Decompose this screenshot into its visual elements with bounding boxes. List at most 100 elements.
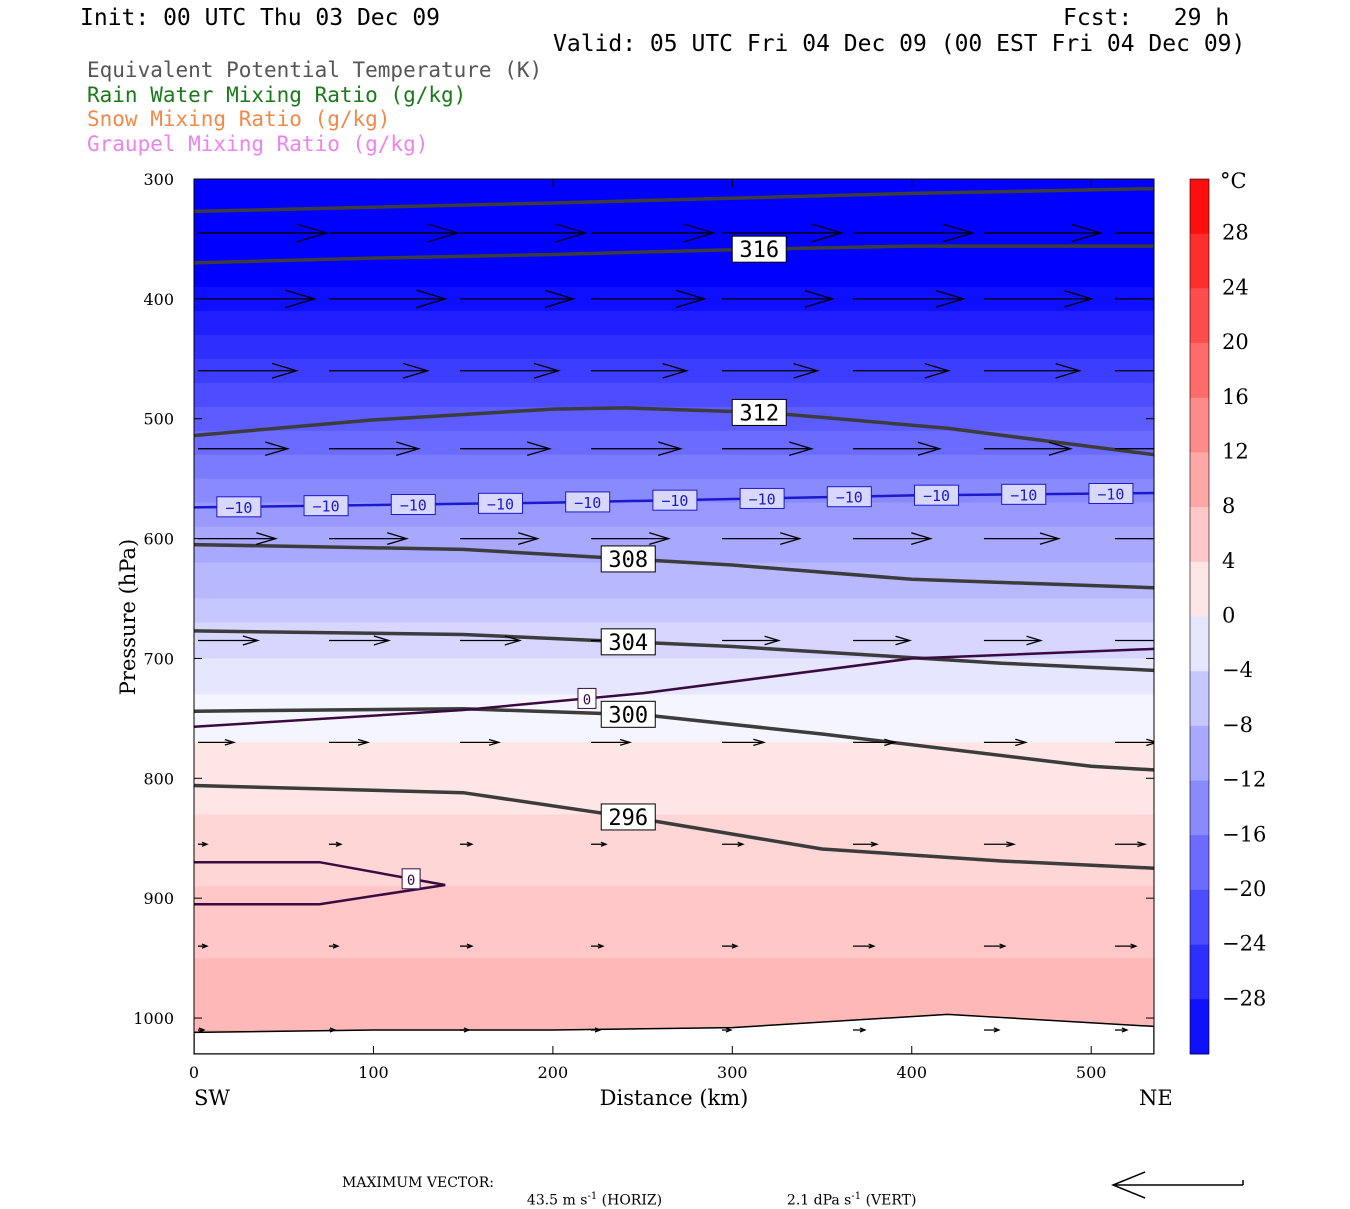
colorbar-tick-label: 4 xyxy=(1222,549,1235,573)
wind-vector-head xyxy=(1071,223,1103,243)
wind-vector-head xyxy=(725,1027,733,1033)
temperature-band xyxy=(194,694,1154,707)
temperature-band xyxy=(194,910,1154,923)
temperature-band xyxy=(194,562,1154,576)
temperature-band xyxy=(194,454,1154,468)
wind-vector-head xyxy=(555,223,588,243)
wind-vector-head xyxy=(466,841,474,847)
temperature-label: −10 xyxy=(225,499,252,517)
wind-vector-head xyxy=(999,943,1007,949)
wind-vector-head xyxy=(242,635,261,646)
wind-vector-head xyxy=(504,635,523,646)
temperature-band xyxy=(194,982,1154,995)
wind-vector-head xyxy=(789,441,814,457)
x-axis-title: Distance (km) xyxy=(600,1086,749,1110)
wind-vector-head xyxy=(296,223,329,243)
colorbar-segment xyxy=(1190,452,1209,508)
temperature-band xyxy=(194,670,1154,684)
vert-value: 2.1 dPa s xyxy=(786,1192,852,1209)
y-tick-label: 300 xyxy=(143,170,174,189)
colorbar-segment xyxy=(1190,179,1209,235)
temperature-band xyxy=(194,286,1154,300)
temperature-band xyxy=(194,466,1154,480)
colorbar-tick-label: −4 xyxy=(1222,658,1253,682)
x-tick-label: 400 xyxy=(896,1063,927,1082)
theta-e-contour-308 xyxy=(194,542,1154,590)
colorbar-tick-label: −20 xyxy=(1222,877,1266,901)
wind-vector-head xyxy=(884,738,898,747)
wind-vector-head xyxy=(804,289,835,308)
cross-section-chart: 316 312 308 304 300 296 −10 −10 −10 −10 −10 −10 −10 −… xyxy=(116,169,1266,1110)
vert-tag: (VERT) xyxy=(865,1192,917,1209)
temperature-label-box xyxy=(401,868,421,890)
wind-vector-head xyxy=(675,289,707,309)
temperature-band xyxy=(194,898,1154,911)
temperature-band xyxy=(194,334,1154,348)
wind-vector-head xyxy=(868,943,876,949)
colorbar-segment xyxy=(1190,835,1209,891)
temperature-contour-2 xyxy=(194,860,446,906)
temperature-label: −10 xyxy=(661,492,688,510)
temperature-label: −10 xyxy=(313,498,340,516)
init-time: Init: 00 UTC Thu 03 Dec 09 xyxy=(80,5,441,31)
theta-e-label: 312 xyxy=(739,401,779,426)
colorbar-segment xyxy=(1190,616,1209,672)
colorbar-segment xyxy=(1190,999,1209,1055)
wind-vector-head xyxy=(662,362,689,379)
wind-vector-head xyxy=(427,223,460,243)
colorbar-tick-label: −8 xyxy=(1222,713,1253,737)
temperature-label-box xyxy=(565,491,611,513)
wind-vector-head xyxy=(924,362,951,379)
colorbar-segment xyxy=(1190,397,1209,453)
wind-vector-head xyxy=(811,223,844,243)
legend-graupel: Graupel Mixing Ratio (g/kg) xyxy=(87,132,429,156)
y-tick-label: 500 xyxy=(143,410,174,429)
colorbar-tick-label: 12 xyxy=(1222,439,1249,463)
wind-vector-head xyxy=(619,738,633,746)
wind-vector-head xyxy=(533,362,561,379)
x-tick-label: 200 xyxy=(538,1063,569,1082)
temperature-label-box xyxy=(216,496,262,518)
temperature-label-box xyxy=(1001,483,1047,505)
legend-rain: Rain Water Mixing Ratio (g/kg) xyxy=(87,83,467,107)
wind-vector-head xyxy=(329,1027,337,1033)
temperature-label: −10 xyxy=(923,487,950,505)
x-tick-label: 100 xyxy=(358,1063,389,1082)
wind-vector-head xyxy=(527,441,552,457)
theta-e-label-box xyxy=(600,700,656,728)
theta-e-contour-296 xyxy=(194,783,1154,870)
wind-vector-head xyxy=(271,362,299,379)
wind-vector-head xyxy=(416,289,448,309)
temperature-label-box xyxy=(739,487,785,509)
temperature-label-box xyxy=(914,484,960,506)
wind-vector-head xyxy=(993,1027,1001,1033)
wind-vector-head xyxy=(731,943,739,949)
temperature-label-box xyxy=(390,493,436,515)
temperature-band xyxy=(194,742,1154,755)
temperature-label: −10 xyxy=(1010,486,1037,504)
temperature-band xyxy=(194,298,1154,312)
wind-vector-head xyxy=(544,289,576,309)
wind-vector-head xyxy=(1146,738,1154,747)
theta-e-contour-304 xyxy=(194,629,1154,673)
colorbar-unit: °C xyxy=(1220,169,1247,193)
temperature-band xyxy=(194,526,1154,540)
temperature-band xyxy=(194,886,1154,899)
y-tick-label: 400 xyxy=(143,290,174,309)
temperature-band xyxy=(194,970,1154,983)
wind-vector-head xyxy=(753,738,767,747)
wind-vector-head xyxy=(935,289,966,308)
wind-vector-head xyxy=(764,635,782,646)
wind-vector-head xyxy=(658,441,683,457)
temperature-band xyxy=(194,922,1154,935)
theta-e-label-box xyxy=(600,545,656,573)
temperature-label: −10 xyxy=(749,490,776,508)
temperature-contour-1 xyxy=(194,647,1154,729)
temperature-band xyxy=(194,394,1154,408)
temperature-label: −10 xyxy=(574,494,601,512)
temperature-band xyxy=(194,778,1154,791)
theta-e-contour-316 xyxy=(194,244,1154,265)
max-vector-vertical: 2.1 dPa s-1 (VERT) xyxy=(778,1175,917,1209)
theta-e-label: 316 xyxy=(739,238,779,263)
colorbar-segment xyxy=(1190,343,1209,399)
